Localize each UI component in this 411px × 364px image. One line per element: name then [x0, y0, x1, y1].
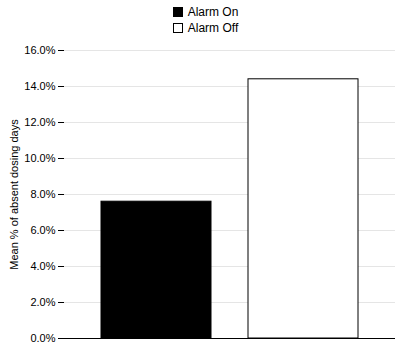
html-text:Alarm On: Alarm On	[187, 5, 239, 19]
svg-text:8.0%: 8.0%	[30, 188, 55, 200]
svg-text:12.0%: 12.0%	[24, 116, 55, 128]
svg-text:6.0%: 6.0%	[30, 224, 55, 236]
svg-text:2.0%: 2.0%	[30, 296, 55, 308]
svg-text:4.0%: 4.0%	[30, 260, 55, 272]
svg-text:10.0%: 10.0%	[24, 152, 55, 164]
svg-text:16.0%: 16.0%	[24, 44, 55, 56]
svg-text:Mean % of absent dosing days: Mean % of absent dosing days	[8, 119, 20, 270]
html-text:Alarm Off: Alarm Off	[187, 21, 239, 35]
svg-text:0.0%: 0.0%	[30, 332, 55, 344]
svg-text:14.0%: 14.0%	[24, 80, 55, 92]
